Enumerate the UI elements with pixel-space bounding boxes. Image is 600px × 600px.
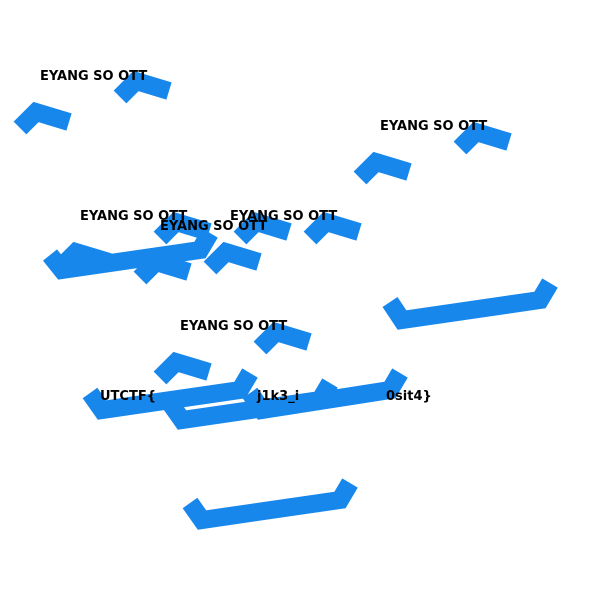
eyang-label: EYANG SO OTT [160, 219, 267, 234]
flag-fragment-k3: j1k3_i [256, 389, 299, 404]
flag-fragment-sit4: 0sit4} [386, 389, 432, 404]
chevron-stroke [113, 70, 172, 104]
chevron-stroke [453, 121, 512, 155]
chevron-stroke [253, 321, 312, 355]
long-stroke [182, 478, 358, 530]
eyang-label: EYANG SO OTT [380, 119, 487, 134]
chevron-stroke [353, 151, 412, 185]
eyang-label: EYANG SO OTT [230, 209, 337, 224]
chevron-stroke [13, 101, 72, 135]
eyang-label: EYANG SO OTT [180, 319, 287, 334]
chevron-stroke [303, 211, 362, 245]
long-stroke [82, 368, 258, 420]
label-layer: EYANG SO OTT EYANG SO OTT EYANG SO OTT E… [40, 69, 487, 404]
eyang-label: EYANG SO OTT [80, 209, 187, 224]
chevron-stroke [153, 211, 212, 245]
long-stroke [382, 278, 558, 330]
stroke-layer [13, 70, 558, 530]
long-stroke [242, 368, 408, 420]
long-stroke [42, 228, 218, 280]
chevron-stroke [233, 211, 292, 245]
eyang-label: EYANG SO OTT [40, 69, 147, 84]
chevron-stroke [153, 351, 212, 385]
flag-fragment-utctf: UTCTF{ [100, 389, 156, 404]
chevron-stroke [203, 241, 262, 275]
